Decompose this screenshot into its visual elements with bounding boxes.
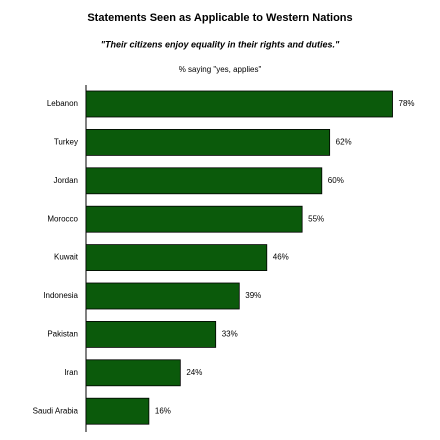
y-tick-label: Turkey [54,138,78,147]
bar [85,128,331,156]
chart-note: % saying "yes, applies" [179,65,262,74]
value-label: 39% [245,291,261,300]
value-label: 78% [399,99,415,108]
value-label: 46% [273,253,289,262]
value-label: 33% [222,330,238,339]
value-label: 60% [328,176,344,185]
y-tick-label: Indonesia [43,291,78,300]
value-label: 16% [155,406,171,415]
y-tick-label: Iran [64,368,78,377]
bar [85,167,323,195]
y-tick-label: Kuwait [54,253,79,262]
bar [85,320,217,348]
bar [85,282,240,310]
y-tick-label: Lebanon [47,99,78,108]
bar [85,90,393,118]
y-tick-label: Saudi Arabia [33,406,79,415]
value-label: 24% [186,368,202,377]
bar [85,205,303,233]
value-label: 55% [308,214,324,223]
y-tick-label: Morocco [47,214,78,223]
bar [85,359,181,387]
bar [85,397,150,425]
y-tick-label: Pakistan [47,330,78,339]
value-label: 62% [336,138,352,147]
chart-title: Statements Seen as Applicable to Western… [87,12,352,24]
chart-subtitle: "Their citizens enjoy equality in their … [101,39,340,49]
bar [85,244,268,272]
y-tick-label: Jordan [54,176,78,185]
